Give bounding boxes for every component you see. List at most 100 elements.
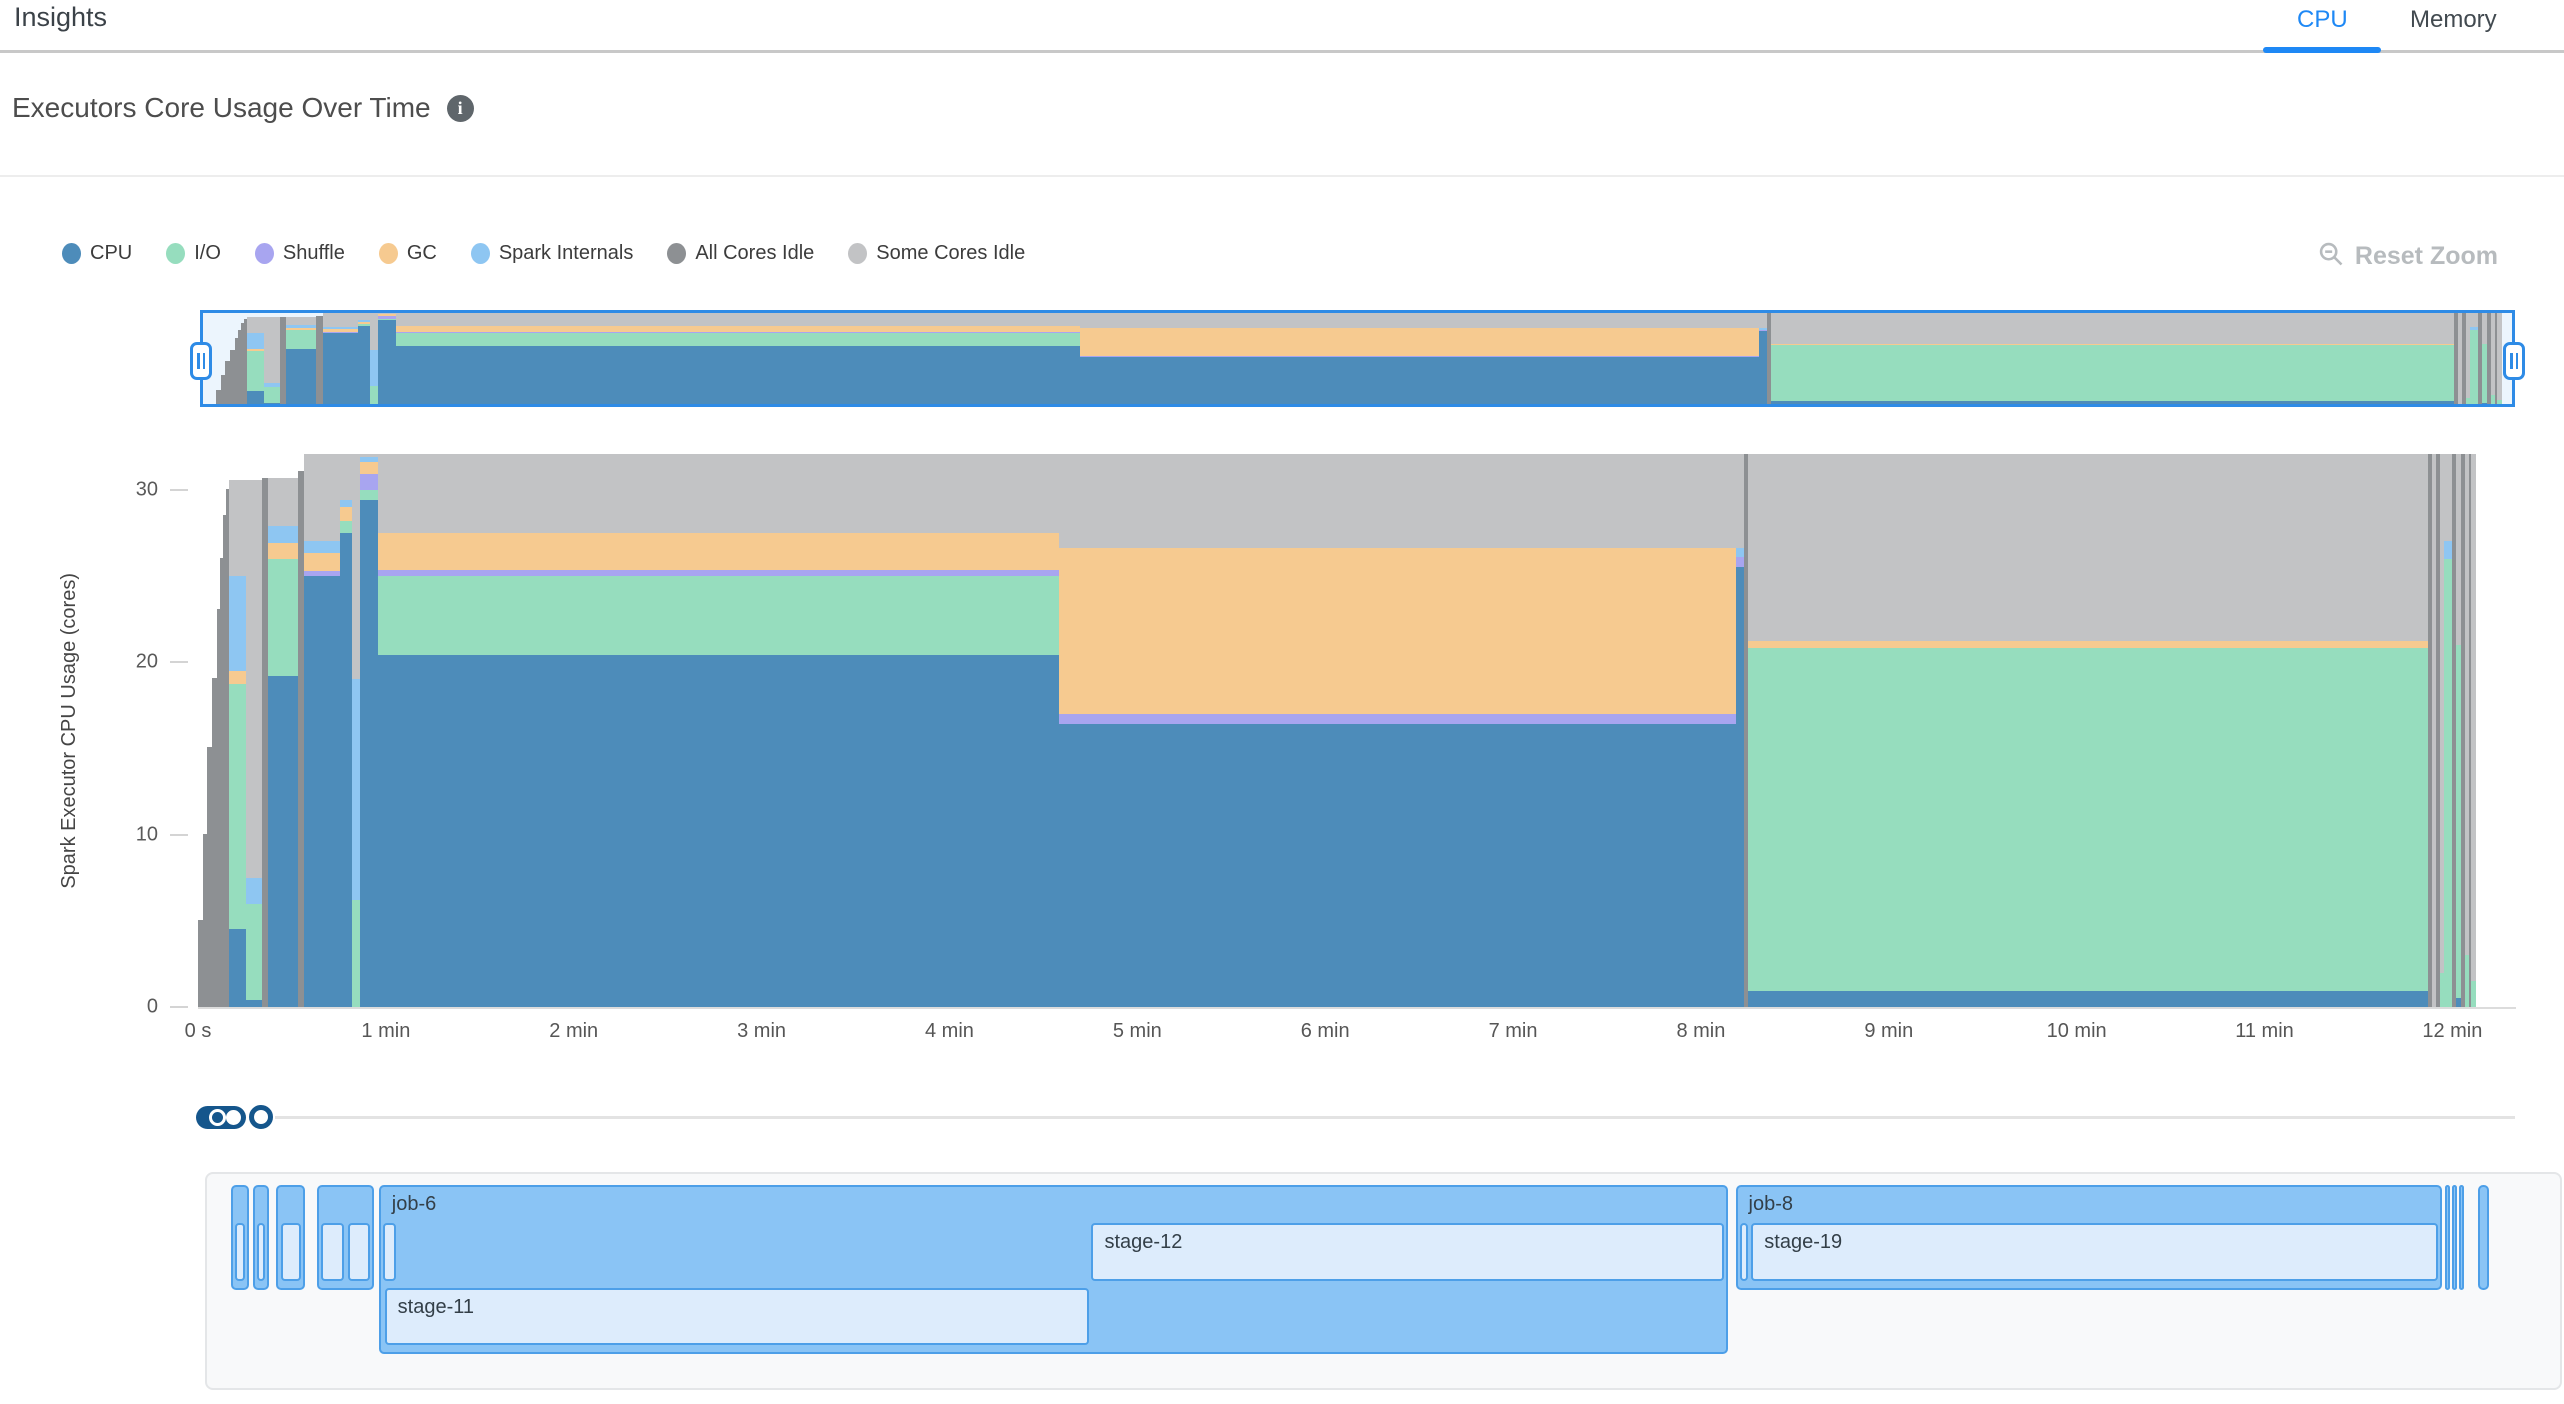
legend-item-gc[interactable]: GC (378, 242, 437, 265)
band-shuffle (396, 331, 1082, 333)
chart-column (316, 313, 324, 404)
chart-column (1747, 454, 2429, 1007)
chart-column (2487, 312, 2492, 404)
band-all_cores_idle (219, 557, 224, 1007)
chart-column (1771, 312, 2455, 404)
zoom-slider-ring[interactable] (249, 1105, 273, 1129)
zoom-toggle-pill[interactable] (196, 1106, 246, 1129)
chart-column (245, 455, 263, 1007)
band-all_cores_idle (216, 609, 221, 1007)
zoom-toggle-knob[interactable] (226, 1110, 241, 1125)
chart-column (2440, 454, 2445, 1007)
job-bar[interactable] (2459, 1184, 2465, 1290)
band-all_cores_idle (234, 338, 239, 404)
band-some_cores_idle (2497, 312, 2502, 400)
stage-bar[interactable] (347, 1223, 370, 1281)
band-io (339, 519, 353, 533)
brush-handle-left[interactable] (190, 342, 212, 380)
chart-column (280, 313, 287, 404)
y-tick-label: 30 (135, 478, 158, 500)
chart-column (2457, 312, 2463, 404)
band-some_cores_idle (2432, 454, 2437, 1007)
band-io (286, 329, 317, 350)
band-spark_internals (2470, 327, 2480, 331)
band-some_cores_idle (2457, 312, 2463, 404)
band-all_cores_idle (2461, 454, 2466, 1007)
band-some_cores_idle (396, 312, 1082, 326)
zoom-slider-track[interactable] (275, 1116, 2515, 1119)
x-tick-label: 1 min (361, 1020, 411, 1042)
legend-item-shuffle[interactable]: Shuffle (254, 242, 345, 265)
chart-column (2432, 454, 2437, 1007)
band-all_cores_idle (202, 833, 209, 1007)
band-spark_internals (359, 455, 379, 462)
band-all_cores_idle (261, 478, 269, 1007)
reset-zoom-button[interactable]: Reset Zoom (2317, 240, 2498, 273)
stage-bar-stage-19[interactable]: stage-19 (1751, 1223, 2439, 1281)
chart-column (1767, 312, 1772, 404)
chart-column (396, 312, 1082, 404)
legend-item-cpu[interactable]: CPU (62, 242, 132, 265)
brush-handle-right[interactable] (2503, 342, 2525, 380)
shuffle-legend-dot-icon (254, 243, 274, 264)
chart-navigator[interactable] (190, 310, 2525, 407)
legend-label: CPU (90, 242, 133, 264)
stage-bar-stage-12[interactable]: stage-12 (1091, 1223, 1724, 1281)
legend-item-spark_internals[interactable]: Spark Internals (470, 242, 633, 265)
job-bar[interactable] (2478, 1184, 2490, 1290)
stage-bar-stage-11[interactable]: stage-11 (384, 1287, 1090, 1345)
chart-column (304, 454, 341, 1007)
stage-bar-label: stage-19 (1764, 1231, 1843, 1253)
tab-cpu[interactable]: CPU (2297, 6, 2348, 33)
band-spark_internals (304, 540, 341, 554)
stage-bar[interactable] (382, 1223, 396, 1281)
legend-item-io[interactable]: I/O (166, 242, 221, 265)
x-tick-label: 5 min (1112, 1020, 1162, 1042)
stage-bar[interactable] (235, 1223, 245, 1281)
chart-column (286, 313, 317, 404)
band-some_cores_idle (2444, 454, 2454, 542)
band-all_cores_idle (220, 375, 227, 404)
band-gc (396, 325, 1082, 332)
band-cpu (245, 999, 263, 1007)
jobs-stages-timeline-panel: job-6 job-8 stage-11 stage-12 stage-19 (205, 1172, 2562, 1390)
cpu-usage-area-chart[interactable] (198, 454, 2476, 1007)
legend-item-all_cores_idle[interactable]: All Cores Idle (667, 242, 814, 265)
band-some_cores_idle (264, 317, 281, 383)
chart-column (370, 312, 380, 404)
chart-column (2471, 454, 2476, 1007)
x-tick-label: 12 min (2422, 1020, 2483, 1042)
band-gc (359, 461, 379, 474)
legend-item-some_cores_idle[interactable]: Some Cores Idle (848, 242, 1025, 265)
band-all_cores_idle (238, 329, 242, 404)
chart-column (2497, 312, 2502, 404)
stage-bar[interactable] (280, 1223, 301, 1281)
job-bar[interactable] (2445, 1184, 2451, 1290)
band-shuffle (377, 568, 1060, 576)
zoom-out-icon (2317, 240, 2345, 273)
info-icon[interactable]: i (446, 94, 474, 122)
band-io (245, 902, 263, 1001)
band-some_cores_idle (351, 454, 361, 680)
band-all_cores_idle (225, 361, 231, 404)
band-gc (322, 329, 360, 333)
chart-column (2461, 454, 2466, 1007)
band-all_cores_idle (2452, 454, 2457, 1007)
stage-bar[interactable] (320, 1223, 344, 1281)
chart-column (378, 312, 398, 404)
stage-bar[interactable] (256, 1223, 265, 1281)
band-some_cores_idle (358, 312, 371, 321)
job-bar[interactable] (2452, 1184, 2458, 1290)
chart-column (212, 455, 218, 1007)
band-io (370, 386, 380, 404)
stage-bar[interactable] (1739, 1223, 1748, 1281)
band-io (267, 557, 299, 676)
chart-column (2428, 454, 2433, 1007)
band-some_cores_idle (322, 312, 360, 328)
band-some_cores_idle (1059, 454, 1737, 549)
chart-column (2490, 312, 2496, 404)
tab-memory[interactable]: Memory (2410, 6, 2497, 33)
chart-column (198, 455, 204, 1007)
band-shuffle (1080, 355, 1760, 358)
